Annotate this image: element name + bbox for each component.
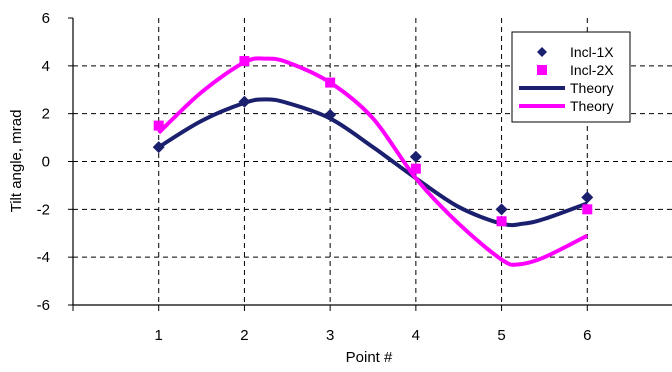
x-tick-label: 3 xyxy=(326,327,334,344)
x-tick-labels: 1 2 3 4 5 6 xyxy=(155,327,592,344)
y-axis-title: Tilt angle, mrad xyxy=(8,110,25,213)
marker-incl-2x xyxy=(153,120,164,131)
y-tick-label: -6 xyxy=(37,297,50,314)
legend-label: Incl-2X xyxy=(570,62,614,78)
y-tick-label: 2 xyxy=(42,106,50,123)
marker-incl-2x xyxy=(582,204,593,215)
y-tick-label: -4 xyxy=(37,249,50,266)
x-tick-label: 4 xyxy=(412,327,420,344)
marker-incl-2x xyxy=(496,216,507,227)
axes xyxy=(68,17,672,311)
marker-incl-2x xyxy=(410,163,421,174)
y-tick-label: 4 xyxy=(42,58,50,75)
marker-incl-1x xyxy=(581,191,594,204)
marker-incl-2x xyxy=(325,77,336,88)
legend-label: Theory xyxy=(570,80,614,96)
x-tick-label: 5 xyxy=(497,327,505,344)
marker-incl-1x xyxy=(495,203,508,216)
x-tick-label: 6 xyxy=(583,327,591,344)
marker-incl-1x xyxy=(409,150,422,163)
y-tick-label: 0 xyxy=(42,154,50,171)
x-tick-label: 1 xyxy=(155,327,163,344)
y-tick-label: -2 xyxy=(37,201,50,218)
y-tick-labels: -6 -4 -2 0 2 4 6 xyxy=(37,10,50,314)
marker-incl-1x xyxy=(238,95,251,108)
legend-label: Theory xyxy=(570,98,614,114)
x-tick-label: 2 xyxy=(240,327,248,344)
data-markers xyxy=(152,56,594,227)
marker-incl-2x xyxy=(239,56,250,67)
marker-incl-1x xyxy=(324,108,337,121)
x-axis-title: Point # xyxy=(346,349,393,366)
legend-marker-diamond xyxy=(537,47,547,57)
legend-marker-square xyxy=(537,65,547,75)
legend-label: Incl-1X xyxy=(570,44,614,60)
marker-incl-1x xyxy=(152,141,165,154)
y-tick-label: 6 xyxy=(42,10,50,27)
legend: Incl-1X Incl-2X Theory Theory xyxy=(511,31,631,123)
